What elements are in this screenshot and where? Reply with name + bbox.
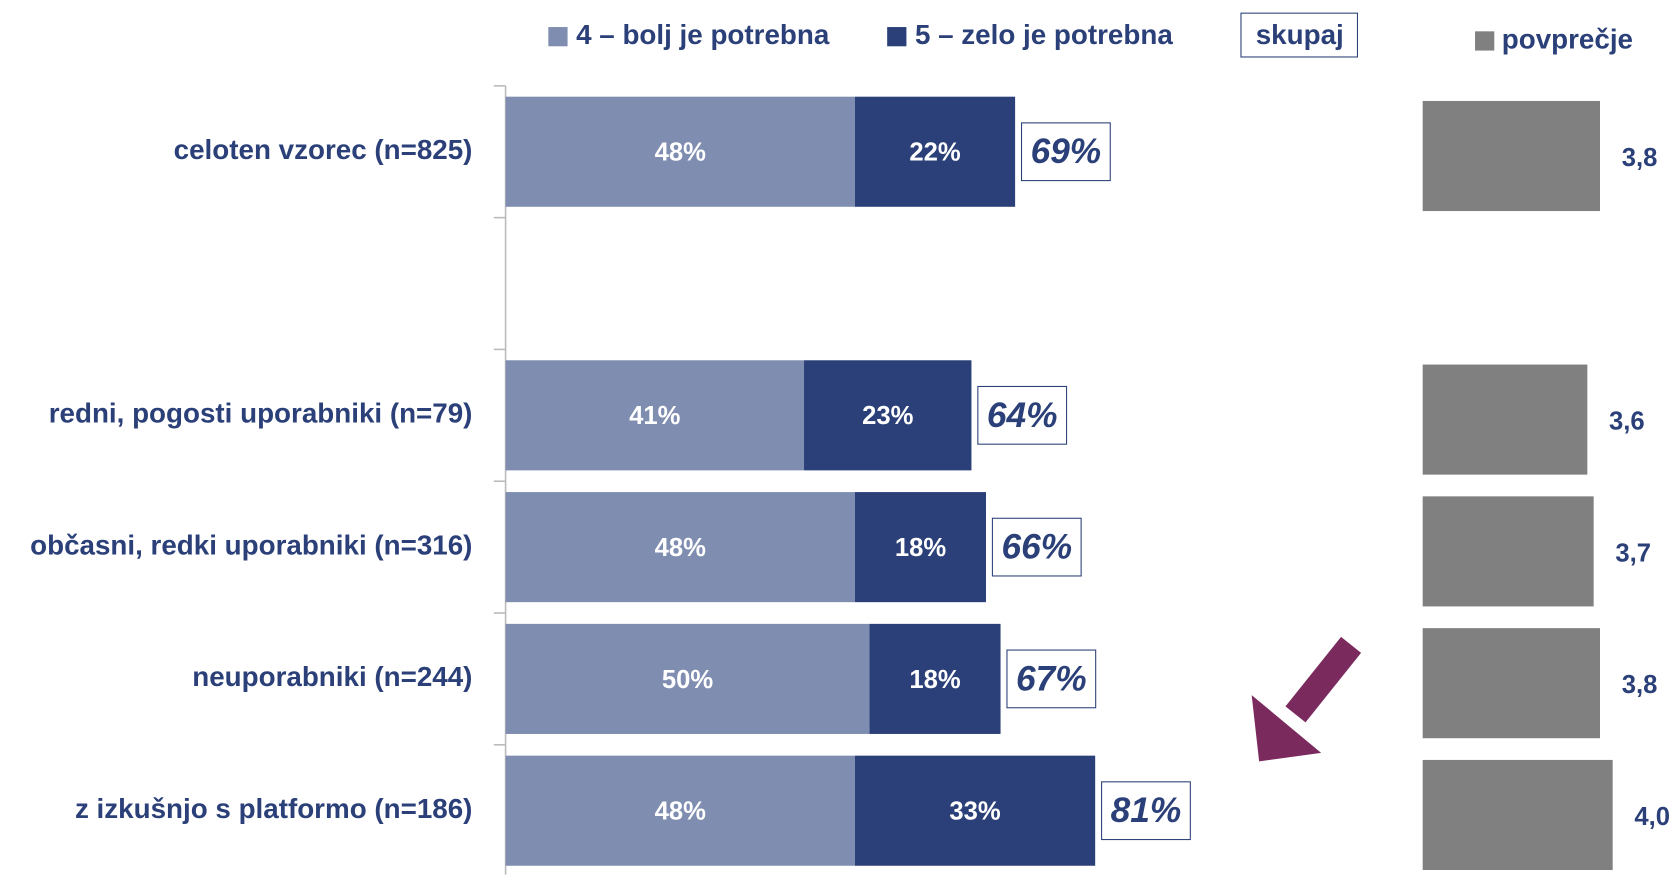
category-label: redni, pogosti uporabniki (n=79) (49, 398, 473, 429)
value-label: 4,0 (1634, 803, 1670, 831)
legend-swatch (1475, 31, 1495, 51)
category-label: z izkušnjo s platformo (n=186) (75, 793, 473, 824)
total-box (1020, 122, 1111, 182)
legend-label: 4 – bolj je potrebna (576, 19, 830, 50)
value-label: 18% (895, 534, 947, 562)
total-label: 69% (1031, 132, 1102, 171)
total-label: 81% (1111, 791, 1182, 830)
value-label: 48% (655, 798, 707, 826)
value-label: 3,6 (1609, 408, 1645, 436)
bar (1422, 364, 1588, 475)
bar-segment (869, 623, 1001, 734)
total-box (991, 517, 1082, 577)
category-label: neuporabniki (n=244) (192, 661, 472, 692)
bar-segment (505, 492, 855, 603)
legend-label: povprečje (1502, 23, 1633, 54)
bar-segment (505, 360, 805, 471)
bar-segment (505, 755, 855, 866)
arrow (1251, 636, 1362, 762)
value-label: 50% (662, 666, 714, 694)
value-label: 23% (862, 402, 914, 430)
bar (1422, 496, 1594, 607)
value-label: 3,7 (1615, 539, 1651, 567)
value-label: 22% (909, 139, 961, 167)
total-box (1101, 781, 1191, 841)
total-label: 67% (1016, 659, 1087, 698)
legend-box (1240, 12, 1359, 58)
value-label: 48% (655, 139, 707, 167)
bar-segment (854, 96, 1016, 207)
value-label: 41% (629, 402, 681, 430)
total-box (977, 385, 1068, 445)
bar (1422, 100, 1601, 212)
bar (1422, 628, 1601, 739)
total-label: 64% (987, 396, 1058, 435)
value-label: 48% (655, 534, 707, 562)
category-label: občasni, redki uporabniki (n=316) (30, 529, 472, 560)
legend-swatch (887, 27, 907, 47)
bar-segment (854, 755, 1096, 866)
total-label: 66% (1001, 528, 1072, 567)
value-label: 18% (909, 666, 961, 694)
category-label: celoten vzorec (n=825) (174, 134, 473, 165)
legend-swatch (548, 27, 568, 47)
bar-segment (804, 360, 972, 471)
bar-segment (854, 492, 986, 603)
value-label: 3,8 (1622, 671, 1658, 699)
value-label: 3,8 (1622, 144, 1658, 172)
legend-label: skupaj (1256, 19, 1344, 50)
bar-segment (505, 96, 855, 207)
total-box (1006, 649, 1097, 709)
legend-label: 5 – zelo je potrebna (915, 19, 1173, 50)
bar (1422, 759, 1613, 871)
value-label: 33% (949, 798, 1001, 826)
bar-segment (505, 623, 870, 734)
